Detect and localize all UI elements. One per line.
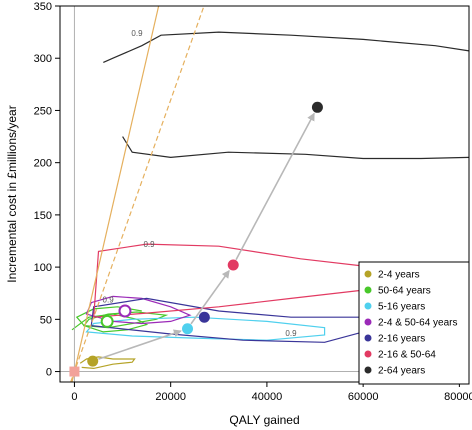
legend: 2-4 years 50-64 years 5-16 years 2-4 & 50-6…: [358, 261, 470, 385]
legend-marker-6: [364, 350, 372, 358]
y-tick-label-2: 50: [40, 314, 52, 326]
y-tick-label-5: 200: [34, 158, 52, 170]
legend-marker-4: [364, 318, 372, 326]
contour-label-4: 0.9: [103, 295, 115, 304]
axes: 0 20000 40000 60000 80000 0 50 100 150 200 250 300 3…: [34, 1, 472, 403]
contour-labels: 0.9 0.9 0.9 0.9: [103, 29, 298, 338]
x-tick-label-4: 60000: [348, 391, 379, 403]
x-tick-label-1: 0: [71, 391, 77, 403]
legend-label-5: 2-16 years: [378, 334, 425, 345]
point-6: [227, 259, 239, 271]
point-5: [198, 311, 210, 323]
legend-label-2: 50-64 years: [378, 286, 431, 297]
legend-label-7: 2-64 years: [378, 366, 425, 377]
plot-frame: [59, 5, 470, 383]
contour-label-1: 0.9: [131, 29, 143, 38]
point-2: [100, 314, 114, 328]
expansion-arrows: [98, 112, 315, 360]
contour-label-2: 0.9: [143, 240, 155, 249]
legend-label-1: 2-4 years: [378, 270, 420, 281]
contour-label-3: 0.9: [285, 329, 297, 338]
legend-label-3: 5-16 years: [378, 302, 425, 313]
y-axis-title: Incremental cost in £millions/year: [5, 105, 19, 282]
legend-marker-3: [364, 302, 372, 310]
origin-point: [69, 366, 80, 377]
point-3: [182, 323, 194, 335]
arrow-3: [235, 112, 315, 261]
y-tick-label-6: 250: [34, 105, 52, 117]
legend-marker-2: [364, 286, 372, 294]
point-1: [87, 355, 99, 367]
point-4: [118, 304, 132, 318]
arrow-2: [190, 269, 230, 325]
threshold-line-2: [70, 5, 205, 383]
x-axis-title: QALY gained: [229, 413, 299, 427]
contour-5: [85, 295, 192, 325]
legend-marker-1: [364, 270, 372, 278]
legend-label-4: 2-4 & 50-64 years: [378, 318, 458, 329]
y-tick-label-4: 150: [34, 210, 52, 222]
contour-8: [103, 31, 470, 63]
arrow-1: [98, 329, 182, 360]
legend-marker-5: [364, 334, 372, 342]
contour-4: [85, 316, 326, 341]
data-points: [69, 101, 323, 377]
x-tick-label-2: 20000: [155, 391, 186, 403]
legend-box: [358, 261, 470, 385]
y-tick-label-3: 100: [34, 262, 52, 274]
legend-label-6: 2-16 & 50-64: [378, 350, 436, 361]
x-tick-label-5: 80000: [444, 391, 472, 403]
y-tick-label-7: 300: [34, 53, 52, 65]
y-tick-label-1: 0: [46, 367, 52, 379]
contour-9: [122, 136, 470, 160]
threshold-line-1: [71, 5, 160, 383]
point-7: [311, 101, 323, 113]
x-tick-label-3: 40000: [252, 391, 283, 403]
y-tick-label-8: 350: [34, 1, 52, 13]
legend-marker-7: [364, 366, 372, 374]
